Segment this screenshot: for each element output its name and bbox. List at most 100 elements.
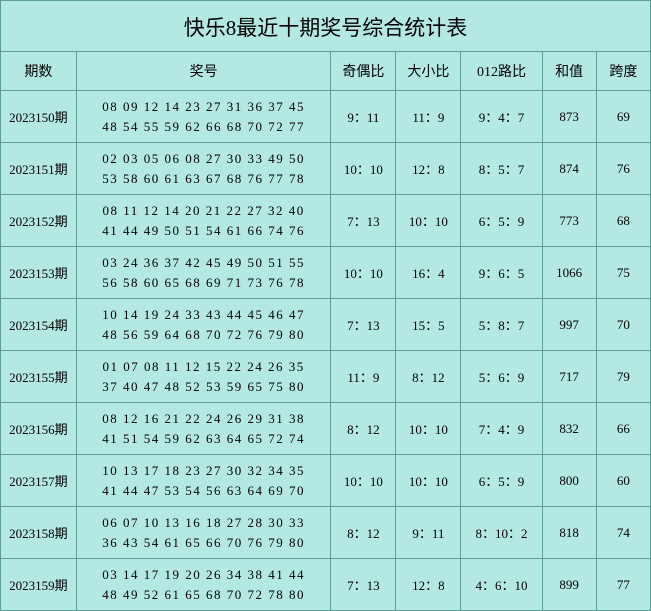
cell-period: 2023154期: [1, 299, 77, 351]
cell-sum: 717: [542, 351, 596, 403]
cell-sum: 773: [542, 195, 596, 247]
numbers-line2: 56 58 60 65 68 69 71 73 76 78: [81, 273, 327, 293]
cell-012route: 7：4：9: [461, 403, 542, 455]
cell-big-small: 11：9: [396, 91, 461, 143]
table-row: 2023158期06 07 10 13 16 18 27 28 30 3336 …: [1, 507, 651, 559]
cell-period: 2023153期: [1, 247, 77, 299]
cell-sum: 874: [542, 143, 596, 195]
cell-sum: 873: [542, 91, 596, 143]
numbers-line2: 53 58 60 61 63 67 68 76 77 78: [81, 169, 327, 189]
cell-012route: 4：6：10: [461, 559, 542, 611]
cell-big-small: 16：4: [396, 247, 461, 299]
table-row: 2023154期10 14 19 24 33 43 44 45 46 4748 …: [1, 299, 651, 351]
cell-012route: 6：5：9: [461, 455, 542, 507]
cell-numbers: 10 13 17 18 23 27 30 32 34 3541 44 47 53…: [76, 455, 331, 507]
cell-span: 79: [596, 351, 650, 403]
cell-odd-even: 8：12: [331, 403, 396, 455]
cell-numbers: 08 12 16 21 22 24 26 29 31 3841 51 54 59…: [76, 403, 331, 455]
table-row: 2023156期08 12 16 21 22 24 26 29 31 3841 …: [1, 403, 651, 455]
title-row: 快乐8最近十期奖号综合统计表: [1, 1, 651, 52]
header-odd-even: 奇偶比: [331, 52, 396, 91]
cell-odd-even: 10：10: [331, 143, 396, 195]
cell-odd-even: 8：12: [331, 507, 396, 559]
numbers-line1: 10 14 19 24 33 43 44 45 46 47: [81, 305, 327, 325]
cell-period: 2023156期: [1, 403, 77, 455]
cell-sum: 1066: [542, 247, 596, 299]
cell-odd-even: 7：13: [331, 195, 396, 247]
main-table: 快乐8最近十期奖号综合统计表 期数 奖号 奇偶比 大小比 012路比 和值 跨度…: [0, 0, 651, 611]
cell-012route: 5：8：7: [461, 299, 542, 351]
numbers-line2: 48 54 55 59 62 66 68 70 72 77: [81, 117, 327, 137]
cell-odd-even: 7：13: [331, 559, 396, 611]
cell-big-small: 9：11: [396, 507, 461, 559]
numbers-line1: 10 13 17 18 23 27 30 32 34 35: [81, 461, 327, 481]
cell-big-small: 10：10: [396, 455, 461, 507]
header-012route: 012路比: [461, 52, 542, 91]
numbers-line2: 36 43 54 61 65 66 70 76 79 80: [81, 533, 327, 553]
header-period: 期数: [1, 52, 77, 91]
cell-span: 77: [596, 559, 650, 611]
table-row: 2023159期03 14 17 19 20 26 34 38 41 4448 …: [1, 559, 651, 611]
cell-numbers: 03 24 36 37 42 45 49 50 51 5556 58 60 65…: [76, 247, 331, 299]
cell-big-small: 15：5: [396, 299, 461, 351]
cell-odd-even: 10：10: [331, 247, 396, 299]
cell-odd-even: 10：10: [331, 455, 396, 507]
cell-span: 66: [596, 403, 650, 455]
cell-numbers: 08 09 12 14 23 27 31 36 37 4548 54 55 59…: [76, 91, 331, 143]
cell-period: 2023157期: [1, 455, 77, 507]
numbers-line1: 08 11 12 14 20 21 22 27 32 40: [81, 201, 327, 221]
table-title: 快乐8最近十期奖号综合统计表: [1, 1, 651, 52]
header-span: 跨度: [596, 52, 650, 91]
lottery-stats-table: 快乐8最近十期奖号综合统计表 期数 奖号 奇偶比 大小比 012路比 和值 跨度…: [0, 0, 651, 611]
header-sum: 和值: [542, 52, 596, 91]
header-big-small: 大小比: [396, 52, 461, 91]
cell-012route: 9：4：7: [461, 91, 542, 143]
cell-sum: 800: [542, 455, 596, 507]
numbers-line2: 41 51 54 59 62 63 64 65 72 74: [81, 429, 327, 449]
table-row: 2023150期08 09 12 14 23 27 31 36 37 4548 …: [1, 91, 651, 143]
cell-012route: 6：5：9: [461, 195, 542, 247]
numbers-line2: 41 44 47 53 54 56 63 64 69 70: [81, 481, 327, 501]
numbers-line2: 41 44 49 50 51 54 61 66 74 76: [81, 221, 327, 241]
cell-span: 75: [596, 247, 650, 299]
cell-span: 60: [596, 455, 650, 507]
cell-big-small: 12：8: [396, 143, 461, 195]
numbers-line2: 37 40 47 48 52 53 59 65 75 80: [81, 377, 327, 397]
cell-numbers: 03 14 17 19 20 26 34 38 41 4448 49 52 61…: [76, 559, 331, 611]
numbers-line1: 03 24 36 37 42 45 49 50 51 55: [81, 253, 327, 273]
cell-big-small: 8：12: [396, 351, 461, 403]
cell-span: 68: [596, 195, 650, 247]
cell-period: 2023151期: [1, 143, 77, 195]
cell-period: 2023159期: [1, 559, 77, 611]
cell-odd-even: 11：9: [331, 351, 396, 403]
cell-sum: 818: [542, 507, 596, 559]
cell-big-small: 10：10: [396, 195, 461, 247]
table-row: 2023155期01 07 08 11 12 15 22 24 26 3537 …: [1, 351, 651, 403]
table-row: 2023153期03 24 36 37 42 45 49 50 51 5556 …: [1, 247, 651, 299]
numbers-line1: 03 14 17 19 20 26 34 38 41 44: [81, 565, 327, 585]
cell-period: 2023150期: [1, 91, 77, 143]
numbers-line1: 08 09 12 14 23 27 31 36 37 45: [81, 97, 327, 117]
cell-span: 76: [596, 143, 650, 195]
cell-sum: 832: [542, 403, 596, 455]
cell-period: 2023155期: [1, 351, 77, 403]
numbers-line1: 02 03 05 06 08 27 30 33 49 50: [81, 149, 327, 169]
cell-012route: 5：6：9: [461, 351, 542, 403]
cell-odd-even: 9：11: [331, 91, 396, 143]
numbers-line1: 06 07 10 13 16 18 27 28 30 33: [81, 513, 327, 533]
numbers-line2: 48 56 59 64 68 70 72 76 79 80: [81, 325, 327, 345]
header-numbers: 奖号: [76, 52, 331, 91]
cell-sum: 899: [542, 559, 596, 611]
cell-sum: 997: [542, 299, 596, 351]
cell-numbers: 10 14 19 24 33 43 44 45 46 4748 56 59 64…: [76, 299, 331, 351]
cell-012route: 8：10：2: [461, 507, 542, 559]
numbers-line2: 48 49 52 61 65 68 70 72 78 80: [81, 585, 327, 605]
cell-span: 74: [596, 507, 650, 559]
cell-period: 2023152期: [1, 195, 77, 247]
numbers-line1: 08 12 16 21 22 24 26 29 31 38: [81, 409, 327, 429]
table-row: 2023152期08 11 12 14 20 21 22 27 32 4041 …: [1, 195, 651, 247]
cell-span: 69: [596, 91, 650, 143]
table-row: 2023151期02 03 05 06 08 27 30 33 49 5053 …: [1, 143, 651, 195]
cell-period: 2023158期: [1, 507, 77, 559]
cell-big-small: 10：10: [396, 403, 461, 455]
